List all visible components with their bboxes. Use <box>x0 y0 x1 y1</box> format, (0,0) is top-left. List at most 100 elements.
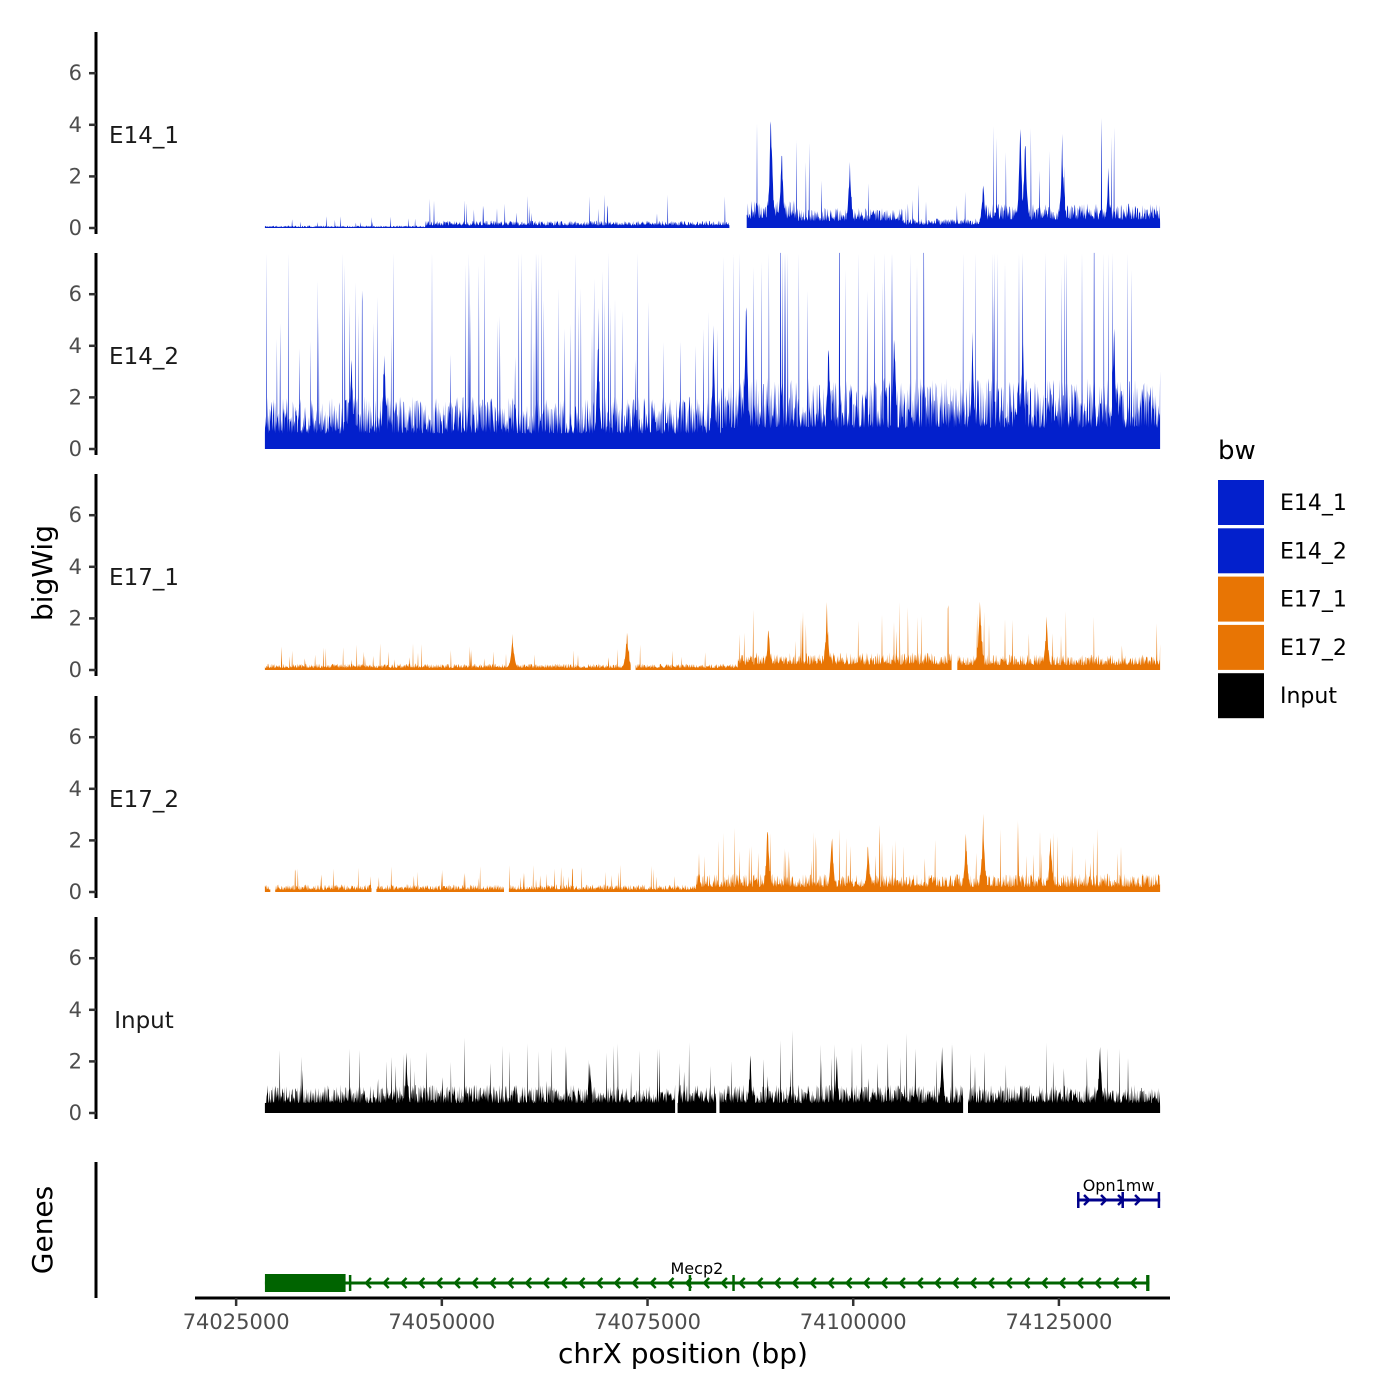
strand-arrow <box>737 1277 746 1289</box>
y-tick-label: 2 <box>69 606 82 630</box>
strand-arrow <box>1111 1277 1120 1289</box>
legend-swatch <box>1218 576 1264 622</box>
strand-arrow <box>559 1277 568 1289</box>
strand-arrow <box>1129 1277 1138 1289</box>
genes-axis-title: Genes <box>26 1186 59 1274</box>
legend-item: Input <box>1218 673 1337 719</box>
strand-arrow <box>987 1277 995 1289</box>
strand-arrow <box>862 1277 871 1289</box>
strand-arrow <box>702 1277 711 1289</box>
y-tick-label: 6 <box>69 725 82 749</box>
strand-arrow <box>470 1277 479 1289</box>
strand-arrow <box>381 1277 390 1289</box>
legend-swatch <box>1218 673 1264 719</box>
strand-arrow <box>417 1277 426 1289</box>
track-e14-1: 0 2 4 6 E14_1 <box>69 32 1161 240</box>
strand-arrow <box>1076 1277 1084 1289</box>
strand-arrow <box>933 1277 942 1289</box>
y-tick-label: 2 <box>69 828 82 852</box>
strand-arrow <box>880 1277 889 1289</box>
x-tick-label: 74100000 <box>800 1310 907 1334</box>
y-tick-label: 2 <box>69 1049 82 1073</box>
strand-arrow <box>666 1277 675 1289</box>
gene-mecp2: Mecp2 <box>264 1259 1150 1292</box>
strand-arrow <box>453 1277 461 1289</box>
genes-panel: Opn1mw Mecp2 74025000 74050000 74075000 7410… <box>94 1162 1170 1334</box>
y-tick-label: 0 <box>69 880 82 904</box>
x-tick-label: 74125000 <box>1005 1310 1112 1334</box>
strand-arrow <box>542 1277 550 1289</box>
strand-arrow <box>1022 1277 1031 1289</box>
legend-swatch <box>1218 528 1264 574</box>
legend-items: E14_1 E14_2 E17_1 E17_2 Input <box>1218 480 1347 719</box>
strand-arrow <box>506 1277 515 1289</box>
legend-item: E17_1 <box>1218 576 1347 622</box>
signal-area <box>264 252 1161 449</box>
x-axis-title: chrX position (bp) <box>558 1337 808 1370</box>
y-tick-label: 0 <box>69 437 82 461</box>
strand-arrow <box>1093 1277 1102 1289</box>
strand-arrow <box>1100 1194 1108 1206</box>
y-tick-label: 4 <box>69 777 82 801</box>
signal-area <box>264 601 1161 670</box>
y-tick-label: 2 <box>69 164 82 188</box>
track-label: E17_2 <box>109 787 179 813</box>
y-tick-label: 2 <box>69 385 82 409</box>
gene-exon <box>348 1275 352 1291</box>
y-tick-label: 6 <box>69 282 82 306</box>
legend-item: E17_2 <box>1218 624 1347 670</box>
gene-exon <box>1157 1192 1161 1208</box>
gene-exon <box>732 1275 735 1291</box>
track-label: E14_1 <box>109 123 179 149</box>
gene-label: Opn1mw <box>1083 1176 1155 1195</box>
gene-exon <box>688 1275 692 1291</box>
track-e14-2: 0 2 4 6 E14_2 <box>69 252 1161 461</box>
legend-label: E14_1 <box>1280 491 1347 516</box>
legend-label: E17_1 <box>1280 588 1347 613</box>
strand-arrow <box>720 1277 728 1289</box>
strand-arrow <box>524 1277 533 1289</box>
strand-arrow <box>1040 1277 1049 1289</box>
gene-exon <box>1077 1192 1080 1208</box>
y-tick-label: 0 <box>69 1101 82 1125</box>
y-tick-label: 4 <box>69 113 82 137</box>
y-tick-label: 6 <box>69 503 82 527</box>
gene-exon <box>264 1274 346 1292</box>
strand-arrow <box>915 1277 924 1289</box>
y-tick-label: 4 <box>69 334 82 358</box>
strand-arrow <box>648 1277 657 1289</box>
strand-arrow <box>844 1277 853 1289</box>
legend-label: Input <box>1280 684 1337 709</box>
x-tick-label: 74075000 <box>594 1310 701 1334</box>
legend-item: E14_1 <box>1218 480 1347 525</box>
strand-arrow <box>435 1277 444 1289</box>
y-tick-label: 0 <box>69 216 82 240</box>
y-tick-label: 0 <box>69 658 82 682</box>
track-label: E14_2 <box>109 344 179 370</box>
signal-area <box>264 1030 1161 1113</box>
strand-arrow <box>898 1277 906 1289</box>
strand-arrow <box>631 1277 639 1289</box>
strand-arrow <box>826 1277 835 1289</box>
strand-arrow <box>488 1277 497 1289</box>
gene-exon <box>1121 1192 1124 1208</box>
track-e17-2: 0 2 4 6 E17_2 <box>69 696 1161 904</box>
strand-arrow <box>1058 1277 1067 1289</box>
strand-arrow <box>613 1277 622 1289</box>
strand-arrow <box>791 1277 800 1289</box>
y-axis-title: bigWig <box>26 525 59 621</box>
x-tick-label: 74050000 <box>388 1310 495 1334</box>
y-tick-label: 4 <box>69 998 82 1022</box>
x-tick-label: 74025000 <box>183 1310 290 1334</box>
x-axis-ticks: 74025000 74050000 74075000 74100000 74125000 <box>183 1298 1112 1334</box>
strand-arrow <box>577 1277 586 1289</box>
signal-area <box>264 813 1161 892</box>
signal-area <box>264 118 1161 228</box>
strand-arrow <box>595 1277 604 1289</box>
strand-arrow <box>969 1277 978 1289</box>
bigwig-tracks: 0 2 4 6 E14_1 0 2 4 6 E14_2 0 2 4 6 E17_1 0 2 4 6 E17_2 0 2 4 6… <box>69 32 1161 1125</box>
legend-swatch <box>1218 480 1264 525</box>
strand-arrow <box>1004 1277 1013 1289</box>
gene-opn1mw: Opn1mw <box>1077 1176 1161 1208</box>
